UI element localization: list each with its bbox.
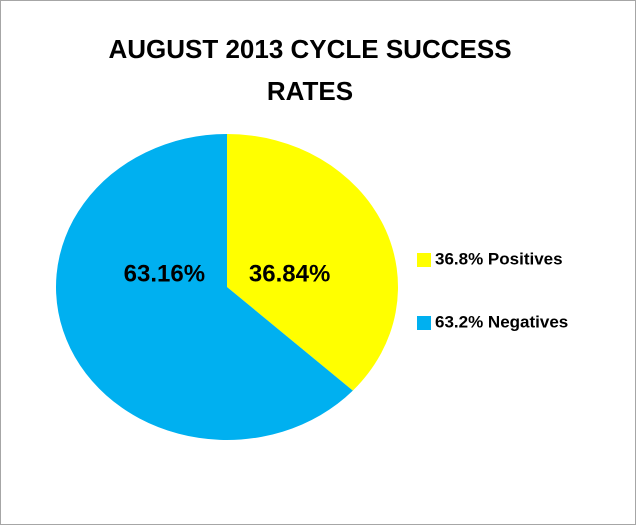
data-label: 36.84%: [249, 260, 330, 287]
legend-swatch: [417, 316, 431, 330]
data-label: 63.16%: [124, 260, 205, 287]
pie-slice: [55, 134, 353, 440]
legend-label: 63.2% Negatives: [435, 312, 568, 331]
chart-title: AUGUST 2013 CYCLE SUCCESS RATES: [108, 34, 512, 106]
pie-slice: [227, 134, 398, 391]
legend-swatch: [417, 253, 431, 267]
legend-label: 36.8% Positives: [435, 249, 563, 268]
